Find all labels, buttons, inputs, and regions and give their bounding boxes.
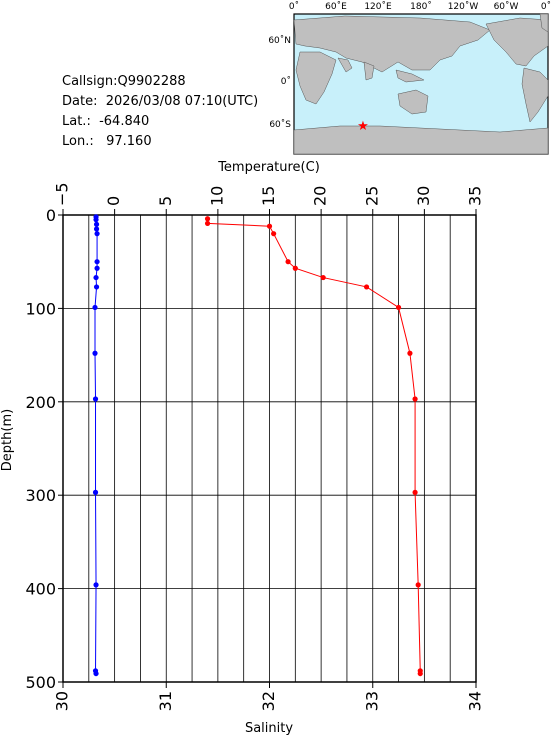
salinity-profile-line bbox=[207, 218, 421, 674]
depth-tick-label: 300 bbox=[25, 486, 56, 505]
temperature-data-point bbox=[94, 265, 100, 271]
salinity-data-point bbox=[266, 223, 273, 229]
temperature-data-point bbox=[92, 304, 98, 311]
float-location-marker: ★ bbox=[357, 119, 369, 134]
date-text: Date: 2026/03/08 07:10(UTC) bbox=[62, 94, 259, 109]
temperature-tick-label: 35 bbox=[466, 186, 485, 206]
depth-tick-label: 100 bbox=[25, 299, 56, 318]
salinity-data-point bbox=[204, 216, 211, 222]
temperature-data-point bbox=[94, 231, 100, 237]
salinity-data-point bbox=[285, 259, 291, 265]
temperature-data-point bbox=[92, 396, 99, 402]
salinity-axis-label: Salinity bbox=[245, 721, 293, 736]
temperature-data-point bbox=[93, 221, 100, 227]
location-map: 0˚ 60˚E 120˚E 180˚ 120˚W 60˚W 0˚ 60˚N 0˚… bbox=[268, 1, 551, 155]
temperature-data-point bbox=[94, 259, 100, 265]
map-tick-60s: 60˚S bbox=[269, 119, 291, 130]
salinity-tick-label: 34 bbox=[466, 691, 485, 711]
temperature-tick-label: 30 bbox=[414, 186, 433, 206]
salinity-data-point bbox=[395, 304, 402, 311]
salinity-tick-label: 33 bbox=[362, 691, 381, 711]
callsign-text: Callsign:Q9902288 bbox=[62, 74, 186, 89]
map-tick-0e: 0˚ bbox=[289, 1, 299, 12]
depth-tick-labels: 0 100 200 300 400 500 bbox=[25, 206, 63, 692]
depth-tick-label: 0 bbox=[46, 206, 56, 225]
salinity-data-point bbox=[320, 274, 326, 281]
temperature-data-point bbox=[93, 274, 99, 281]
map-land-greenland bbox=[539, 13, 549, 33]
map-tick-60e: 60˚E bbox=[325, 1, 347, 12]
salinity-data-point bbox=[415, 582, 421, 588]
map-tick-180: 180˚ bbox=[410, 1, 432, 12]
salinity-data-point bbox=[292, 265, 298, 271]
temperature-tick-label: 10 bbox=[207, 186, 226, 206]
map-land-antarctica bbox=[293, 125, 549, 155]
temperature-tick-label: 15 bbox=[259, 186, 278, 206]
chart-grid bbox=[62, 215, 477, 682]
temperature-data-point bbox=[93, 217, 99, 223]
map-land-arabia-india bbox=[337, 57, 375, 81]
map-tick-60w: 60˚W bbox=[494, 1, 519, 12]
map-land-south-america bbox=[521, 67, 549, 123]
map-land-africa bbox=[295, 51, 337, 105]
map-tick-120e: 120˚E bbox=[364, 1, 392, 12]
temperature-tick-label: 20 bbox=[311, 186, 330, 206]
depth-tick-label: 500 bbox=[25, 673, 56, 692]
map-tick-0n: 0˚ bbox=[281, 76, 291, 87]
salinity-data-point bbox=[412, 489, 418, 495]
map-land-europe-asia bbox=[293, 15, 491, 73]
temperature-data-point bbox=[93, 670, 99, 677]
map-land-north-america bbox=[485, 17, 549, 67]
temperature-data-point bbox=[92, 489, 99, 495]
map-tick-0w: 0˚ bbox=[541, 1, 551, 12]
depth-axis-label: Depth(m) bbox=[0, 409, 15, 471]
temperature-axis-label: Temperature(C) bbox=[217, 160, 320, 175]
salinity-tick-labels: 30 31 32 33 34 bbox=[53, 682, 485, 711]
temperature-tick-label: 0 bbox=[104, 196, 123, 206]
map-land-se-asia bbox=[395, 69, 425, 83]
depth-tick-label: 200 bbox=[25, 393, 56, 412]
salinity-tick-label: 30 bbox=[53, 691, 72, 711]
depth-tick-label: 400 bbox=[25, 580, 56, 599]
salinity-data-point bbox=[407, 350, 413, 356]
salinity-tick-label: 31 bbox=[156, 691, 175, 711]
temperature-tick-label: 5 bbox=[156, 196, 175, 206]
map-land-australia bbox=[397, 89, 429, 115]
salinity-data-point bbox=[204, 220, 211, 227]
latitude-text: Lat.: -64.840 bbox=[62, 114, 150, 129]
temperature-data-point bbox=[93, 284, 100, 290]
temperature-data-point bbox=[93, 226, 100, 232]
map-land bbox=[293, 13, 549, 155]
map-top-ticks: 0˚ 60˚E 120˚E 180˚ 120˚W 60˚W 0˚ bbox=[289, 1, 551, 12]
longitude-text: Lon.: 97.160 bbox=[62, 134, 152, 149]
salinity-data-point bbox=[412, 396, 418, 402]
salinity-tick-label: 32 bbox=[259, 691, 278, 711]
temperature-data-point bbox=[93, 582, 99, 588]
temperature-data-point bbox=[92, 350, 98, 356]
profile-series bbox=[92, 214, 423, 677]
temperature-tick-labels: −5 0 5 10 15 20 25 30 35 bbox=[53, 182, 485, 215]
float-info: Callsign:Q9902288 Date: 2026/03/08 07:10… bbox=[62, 72, 258, 152]
salinity-data-point bbox=[363, 284, 370, 290]
temperature-tick-label: −5 bbox=[53, 182, 72, 206]
temperature-tick-label: 25 bbox=[362, 186, 381, 206]
salinity-data-point bbox=[417, 670, 423, 677]
map-tick-60n: 60˚N bbox=[268, 35, 291, 46]
map-right-ticks: 60˚N 0˚ 60˚S bbox=[268, 35, 291, 130]
map-tick-120w: 120˚W bbox=[448, 1, 479, 12]
salinity-data-point bbox=[271, 231, 277, 237]
